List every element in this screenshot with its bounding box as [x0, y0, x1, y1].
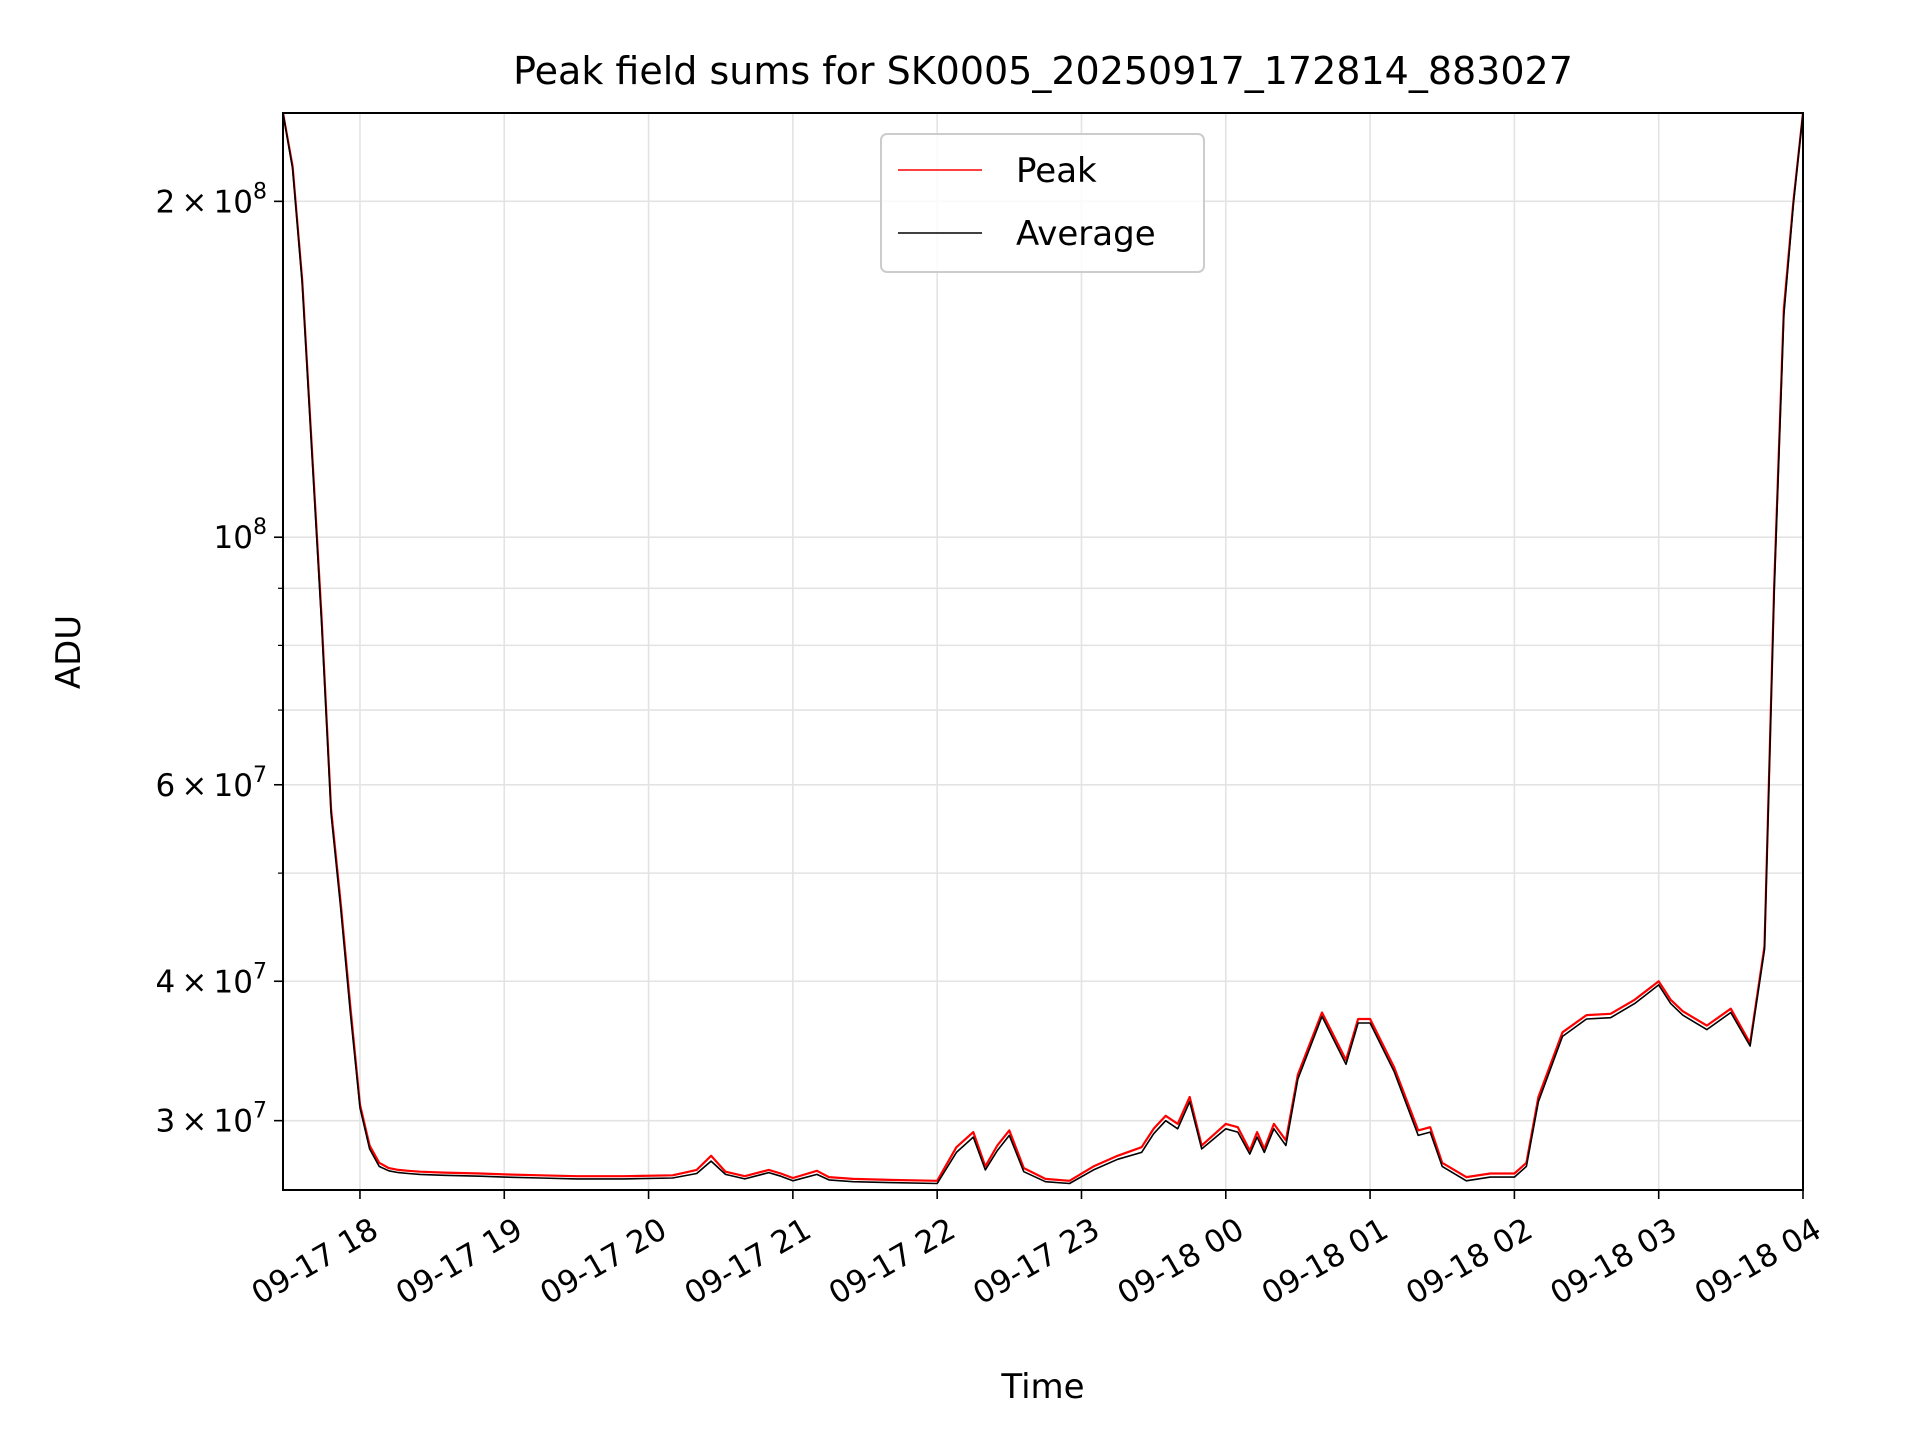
chart-title: Peak field sums for SK0005_20250917_1728… — [513, 49, 1573, 93]
grid — [283, 113, 1804, 1190]
x-tick-label: 09-17 20 — [534, 1211, 673, 1312]
y-axis: 3 × 107 4 × 107 6 × 107 108 2 × 108 — [155, 179, 283, 1140]
plot-frame — [282, 112, 1804, 1191]
legend-label-peak: Peak — [1016, 151, 1097, 191]
legend-label-average: Average — [1016, 214, 1156, 254]
x-tick-label: 09-17 23 — [967, 1211, 1106, 1312]
legend: Peak Average — [880, 133, 1205, 273]
x-axis-label: Time — [1000, 1367, 1084, 1407]
x-tick-label: 09-17 19 — [390, 1211, 529, 1312]
x-axis: 09-17 18 09-17 19 09-17 20 09-17 21 09-17 22… — [246, 1190, 1828, 1312]
y-tick-label: 6 × 107 — [155, 763, 267, 804]
y-tick-label: 2 × 108 — [155, 179, 267, 220]
series-layer — [281, 112, 1805, 1185]
x-tick-label: 09-18 01 — [1256, 1211, 1395, 1312]
series-line-average — [282, 112, 1804, 1185]
x-tick-label: 09-18 02 — [1400, 1211, 1539, 1312]
x-tick-label: 09-17 22 — [823, 1211, 962, 1312]
y-tick-label: 108 — [214, 515, 267, 556]
x-tick-label: 09-18 03 — [1544, 1211, 1683, 1312]
x-tick-label: 09-18 00 — [1111, 1211, 1250, 1312]
y-tick-label: 4 × 107 — [155, 959, 267, 1000]
legend-box — [880, 133, 1205, 273]
y-tick-label: 3 × 107 — [155, 1099, 267, 1140]
x-tick-label: 09-17 21 — [679, 1211, 818, 1312]
x-tick-label: 09-18 04 — [1689, 1211, 1828, 1312]
series-line-peak — [281, 112, 1805, 1182]
x-tick-label: 09-17 18 — [246, 1211, 385, 1312]
y-axis-label: ADU — [49, 615, 89, 689]
